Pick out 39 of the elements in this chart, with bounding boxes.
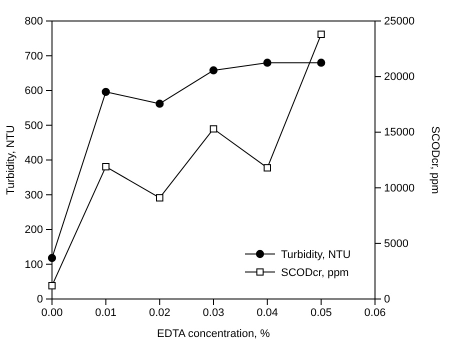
y2-axis-title: SCODcr, ppm: [429, 126, 441, 194]
point: [102, 88, 110, 96]
x-tick-label: 0.00: [41, 306, 63, 319]
y-tick-label: 700: [24, 50, 43, 62]
y2-tick-label: 5000: [384, 238, 408, 250]
y-tick-label: 400: [24, 154, 43, 167]
legend-label: SCODcr, ppm: [281, 267, 349, 279]
point: [209, 66, 218, 74]
y-tick-label: 0: [36, 294, 43, 306]
point: [318, 30, 325, 38]
y-tick-label: 200: [24, 224, 43, 236]
x-axis-title: EDTA concentration, %: [157, 328, 270, 340]
x-tick-label: 0.03: [202, 306, 224, 319]
point: [156, 100, 164, 108]
y-tick-label: 100: [24, 258, 43, 271]
y2-tick-label: 20000: [384, 71, 415, 84]
point: [210, 125, 218, 133]
y-tick-label: 800: [24, 16, 43, 28]
y-tick-label: 600: [24, 85, 43, 98]
y-tick-label: 300: [24, 189, 43, 202]
point: [317, 58, 326, 67]
x-tick-label: 0.05: [310, 306, 332, 319]
x-tick-label: 0.01: [95, 306, 117, 319]
point: [48, 282, 56, 290]
point: [102, 163, 110, 170]
x-tick-label: 0.04: [256, 306, 278, 319]
y2-tick-label: 0: [384, 294, 390, 306]
y2-tick-label: 10000: [384, 182, 415, 194]
point: [263, 58, 272, 67]
point: [264, 164, 271, 172]
y2-tick-label: 15000: [384, 126, 415, 139]
legend-label: Turbidity, NTU: [281, 249, 351, 261]
point: [156, 194, 164, 202]
point: [48, 254, 56, 262]
y2-tick-label: 25000: [384, 16, 415, 28]
x-tick-label: 0.06: [364, 306, 386, 319]
x-tick-label: 0.02: [148, 306, 170, 319]
y-tick-label: 500: [24, 120, 43, 132]
y-axis-title: Turbidity, NTU: [5, 125, 17, 195]
